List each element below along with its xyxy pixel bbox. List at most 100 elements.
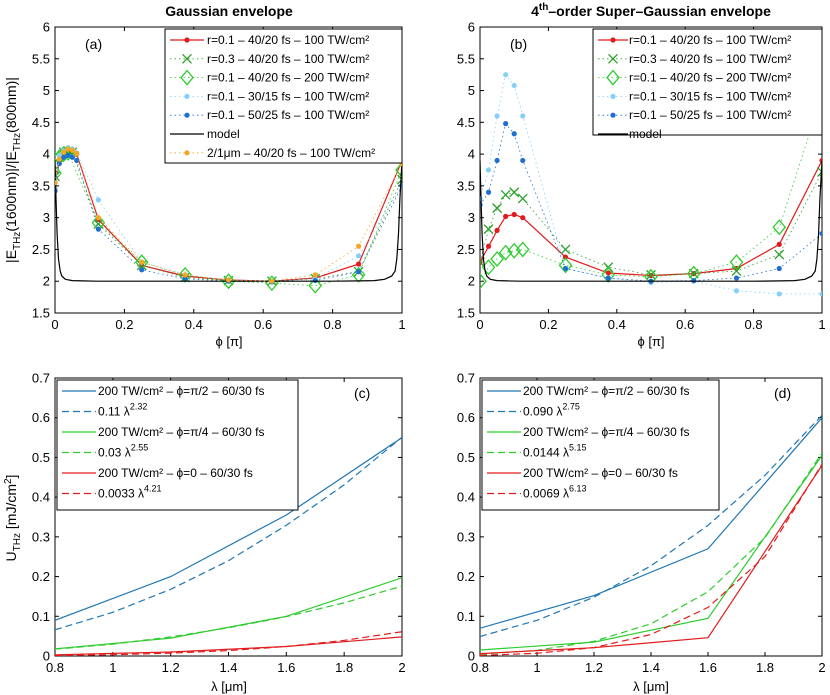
- legend-label: model: [629, 127, 662, 141]
- legend-swatch-marker: [608, 53, 618, 64]
- legend-label: 0.090 λ2.75: [523, 402, 580, 419]
- legend-label-text: r=0.1 – 30/15 fs – 100 TW/cm²: [629, 89, 791, 103]
- y-tick-label: 0.4: [32, 490, 50, 505]
- data-point: [776, 291, 782, 297]
- data-point: [511, 82, 517, 89]
- y-tick-label: 2: [468, 274, 475, 289]
- y-tick-label: 5: [43, 83, 50, 98]
- x-tick-label: 0.2: [115, 317, 133, 332]
- x-tick-label: 1: [109, 660, 116, 675]
- legend-label-exponent: 2.75: [562, 402, 580, 412]
- x-tick-label: 1.8: [756, 660, 774, 675]
- series-group: [55, 144, 402, 294]
- legend-label: r=0.1 – 50/25 fs – 100 TW/cm²: [629, 108, 791, 122]
- data-point: [356, 243, 362, 249]
- data-point: [356, 261, 362, 267]
- data-point: [817, 166, 822, 177]
- data-point: [494, 227, 500, 233]
- data-point: [182, 276, 188, 282]
- panel-label: (c): [354, 385, 370, 401]
- y-tick-label: 4: [468, 147, 475, 162]
- legend-label: 200 TW/cm² – ϕ=π/2 – 60/30 fs: [98, 384, 265, 398]
- data-point: [56, 152, 62, 158]
- legend-label-text: 0.0144 λ: [523, 446, 569, 460]
- legend-swatch-marker: [184, 112, 190, 118]
- legend-label-text: r=0.1 – 30/15 fs – 100 TW/cm²: [207, 89, 369, 103]
- panel-b-title-prefix: 4: [531, 3, 539, 19]
- x-tick-label: 0.4: [608, 317, 626, 332]
- y-tick-label: 0.3: [32, 529, 50, 544]
- data-point: [95, 197, 101, 203]
- x-tick-label: 0.2: [539, 317, 557, 332]
- x-tick-label: 0: [476, 317, 483, 332]
- data-point: [520, 113, 526, 119]
- panel-label: (d): [774, 385, 791, 401]
- data-point: [503, 121, 509, 127]
- panel-c: 0.8 1 1.2 1.4 1.6 1.8 2 0 0.1 0.2 0.3 0.4 0.5 0.6 0.7 (…: [32, 371, 406, 676]
- data-point: [74, 150, 80, 157]
- x-tick-label: 2: [818, 660, 825, 675]
- legend-label-text: 0.090 λ: [523, 405, 562, 419]
- legend-label-exponent: 2.55: [131, 443, 149, 453]
- x-tick-label: 1.6: [699, 660, 717, 675]
- legend-label-text: 200 TW/cm² – ϕ=0 – 60/30 fs: [523, 466, 678, 480]
- data-point: [819, 291, 822, 297]
- x-tick-label: 0.4: [185, 317, 203, 332]
- data-point: [520, 215, 526, 221]
- legend-label-text: 0.03 λ: [98, 446, 131, 460]
- data-point: [356, 269, 362, 275]
- legend-label-text: r=0.3 – 40/20 fs – 100 TW/cm²: [207, 52, 369, 66]
- x-tick-label: 0.6: [676, 317, 694, 332]
- data-point: [55, 180, 58, 186]
- data-point: [55, 165, 62, 182]
- legend-label: 200 TW/cm² – ϕ=π/4 – 60/30 fs: [523, 425, 690, 439]
- data-point: [776, 265, 782, 272]
- data-point: [483, 224, 494, 235]
- legend-label-text: r=0.1 – 40/20 fs – 200 TW/cm²: [629, 71, 791, 85]
- data-point: [492, 203, 503, 214]
- data-point: [494, 157, 500, 164]
- x-tick-label: 1: [398, 317, 405, 332]
- legend-label-text: 200 TW/cm² – ϕ=π/2 – 60/30 fs: [523, 384, 690, 398]
- panel-c-ylabel: UTHz [mJ/cm2]: [3, 475, 23, 562]
- panel-c-xlabel: λ [μm]: [211, 679, 247, 694]
- legend-label: r=0.3 – 40/20 fs – 100 TW/cm²: [207, 52, 369, 66]
- y-tick-label: 0.1: [32, 609, 50, 624]
- data-point: [776, 241, 782, 247]
- data-point: [562, 265, 569, 272]
- legend-box: [592, 28, 823, 136]
- legend-label: 0.0033 λ4.21: [98, 484, 162, 501]
- y-tick-label: 0.6: [32, 410, 50, 425]
- legend-label-text: r=0.1 – 40/20 fs – 200 TW/cm²: [207, 71, 369, 85]
- x-tick-label: 1: [533, 660, 540, 675]
- series-line: [55, 585, 402, 650]
- series-line: [480, 94, 822, 282]
- legend-label: r=0.1 – 50/25 fs – 100 TW/cm²: [207, 108, 369, 122]
- x-tick-label: 1.4: [642, 660, 660, 675]
- legend-label: 200 TW/cm² – ϕ=0 – 60/30 fs: [523, 466, 678, 480]
- series-group: [55, 436, 402, 656]
- y-tick-label: 4.5: [32, 115, 50, 130]
- series-group: [480, 72, 822, 297]
- y-tick-label: 3.5: [32, 178, 50, 193]
- y-tick-label: 5.5: [457, 51, 475, 66]
- y-tick-label: 0.7: [32, 371, 50, 386]
- data-point: [312, 272, 318, 278]
- x-tick-label: 0.8: [324, 317, 342, 332]
- legend: 200 TW/cm² – ϕ=π/2 – 60/30 fs 0.090 λ2.75…: [481, 379, 720, 511]
- series-line: [480, 160, 822, 282]
- data-point: [69, 147, 75, 153]
- legend-swatch-marker: [184, 93, 190, 99]
- y-tick-label: 0.2: [457, 569, 475, 584]
- data-point: [733, 288, 740, 294]
- data-point: [139, 267, 145, 273]
- data-point: [490, 250, 504, 267]
- data-point: [308, 277, 323, 294]
- data-point: [503, 72, 509, 78]
- legend-label-text: 200 TW/cm² – ϕ=0 – 60/30 fs: [98, 466, 253, 480]
- data-point: [74, 157, 80, 164]
- data-point: [56, 146, 71, 163]
- y-tick-label: 6: [468, 20, 475, 35]
- y-tick-label: 0: [468, 649, 475, 664]
- y-tick-label: 2.5: [32, 242, 50, 257]
